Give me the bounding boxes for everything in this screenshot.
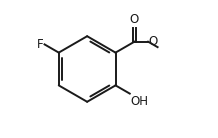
Text: O: O	[130, 13, 139, 26]
Text: OH: OH	[130, 95, 148, 108]
Text: O: O	[149, 35, 158, 48]
Text: F: F	[37, 38, 43, 51]
